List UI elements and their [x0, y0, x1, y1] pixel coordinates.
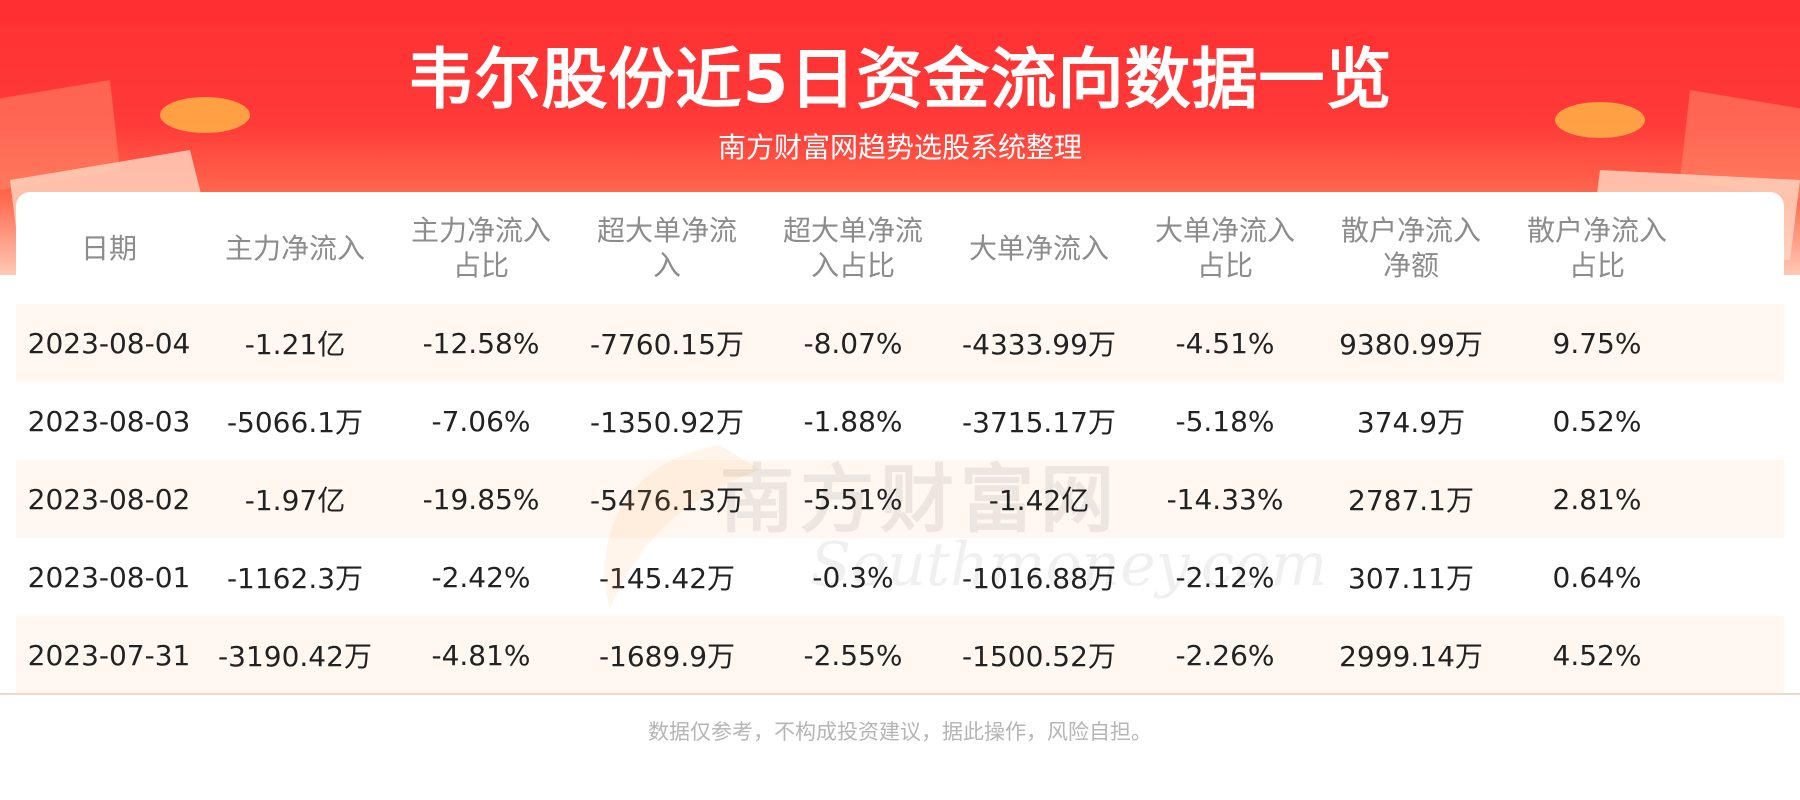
cell-large-order-net-inflow: -1500.52万	[962, 640, 1116, 673]
cell-xl-order-net-inflow-ratio: -0.3%	[812, 560, 894, 594]
cell-xl-order-net-inflow: -7760.15万	[590, 328, 744, 361]
column-header-retail-net-inflow-ratio: 散户净流入 占比	[1526, 214, 1667, 282]
cell-xl-order-net-inflow-ratio: -8.07%	[803, 326, 903, 360]
cell-date: 2023-07-31	[27, 638, 191, 672]
data-table: 日期 主力净流入 主力净流入 占比 超大单净流 入 超大单净流 入占比 大单净流…	[16, 192, 1784, 694]
table-row: 2023-08-02 -1.97亿 -19.85% -5476.13万 -5.5…	[16, 460, 1784, 538]
cell-large-order-net-inflow: -3715.17万	[962, 406, 1116, 439]
cell-retail-net-inflow-ratio: 9.75%	[1552, 326, 1642, 360]
cell-date: 2023-08-02	[27, 482, 191, 516]
cell-retail-net-inflow-amount: 9380.99万	[1339, 328, 1483, 361]
page-subtitle: 南方财富网趋势选股系统整理	[717, 131, 1082, 164]
table-row: 2023-07-31 -3190.42万 -4.81% -1689.9万 -2.…	[16, 616, 1784, 694]
cell-xl-order-net-inflow: -5476.13万	[590, 484, 744, 517]
cell-large-order-net-inflow: -4333.99万	[962, 328, 1116, 361]
cell-main-net-inflow: -1.21亿	[244, 328, 346, 361]
column-header-large-order-net-inflow: 大单净流入	[968, 231, 1109, 265]
column-header-xl-order-net-inflow-ratio: 超大单净流 入占比	[782, 214, 923, 282]
cell-date: 2023-08-01	[27, 560, 191, 594]
cell-large-order-net-inflow: -1.42亿	[988, 484, 1090, 517]
cell-retail-net-inflow-ratio: 0.52%	[1552, 404, 1642, 438]
cell-xl-order-net-inflow: -145.42万	[598, 562, 736, 595]
cell-main-net-inflow-ratio: -7.06%	[431, 404, 531, 438]
column-header-main-net-inflow: 主力净流入	[224, 231, 365, 265]
cell-large-order-net-inflow-ratio: -14.33%	[1166, 482, 1284, 516]
cell-main-net-inflow-ratio: -2.42%	[431, 560, 531, 594]
footer-divider	[0, 693, 1800, 695]
cell-xl-order-net-inflow-ratio: -1.88%	[803, 404, 903, 438]
column-header-xl-order-net-inflow: 超大单净流 入	[596, 214, 737, 282]
cell-large-order-net-inflow-ratio: -4.51%	[1175, 326, 1275, 360]
cell-large-order-net-inflow-ratio: -2.26%	[1175, 638, 1275, 672]
column-header-date: 日期	[80, 231, 137, 265]
cell-main-net-inflow-ratio: -4.81%	[431, 638, 531, 672]
cell-date: 2023-08-03	[27, 404, 191, 438]
cell-retail-net-inflow-ratio: 2.81%	[1552, 482, 1642, 516]
cell-main-net-inflow: -5066.1万	[226, 406, 364, 439]
table-header: 日期 主力净流入 主力净流入 占比 超大单净流 入 超大单净流 入占比 大单净流…	[16, 192, 1784, 304]
cell-main-net-inflow-ratio: -19.85%	[422, 482, 540, 516]
column-header-main-net-inflow-ratio: 主力净流入 占比	[410, 214, 551, 282]
table-row: 2023-08-01 -1162.3万 -2.42% -145.42万 -0.3…	[16, 538, 1784, 616]
cell-retail-net-inflow-amount: 307.11万	[1348, 562, 1474, 595]
cell-xl-order-net-inflow-ratio: -2.55%	[803, 638, 903, 672]
column-header-retail-net-inflow-amount: 散户净流入 净额	[1340, 214, 1481, 282]
column-header-large-order-net-inflow-ratio: 大单净流入 占比	[1154, 214, 1295, 282]
cell-main-net-inflow: -1.97亿	[244, 484, 346, 517]
cell-xl-order-net-inflow: -1689.9万	[598, 640, 736, 673]
cell-main-net-inflow: -1162.3万	[226, 562, 364, 595]
page-title: 韦尔股份近5日资金流向数据一览	[407, 41, 1393, 118]
table-row: 2023-08-03 -5066.1万 -7.06% -1350.92万 -1.…	[16, 382, 1784, 460]
cell-xl-order-net-inflow-ratio: -5.51%	[803, 482, 903, 516]
cell-main-net-inflow: -3190.42万	[218, 640, 372, 673]
cell-retail-net-inflow-amount: 2787.1万	[1348, 484, 1474, 517]
disclaimer-text: 数据仅参考，不构成投资建议，据此操作，风险自担。	[648, 720, 1152, 744]
cell-large-order-net-inflow-ratio: -2.12%	[1175, 560, 1275, 594]
cell-retail-net-inflow-ratio: 0.64%	[1552, 560, 1642, 594]
cell-large-order-net-inflow-ratio: -5.18%	[1175, 404, 1275, 438]
cell-xl-order-net-inflow: -1350.92万	[590, 406, 744, 439]
table-row: 2023-08-04 -1.21亿 -12.58% -7760.15万 -8.0…	[16, 304, 1784, 382]
cell-retail-net-inflow-ratio: 4.52%	[1552, 638, 1642, 672]
cell-large-order-net-inflow: -1016.88万	[962, 562, 1116, 595]
cell-retail-net-inflow-amount: 2999.14万	[1339, 640, 1483, 673]
cell-date: 2023-08-04	[27, 326, 191, 360]
cell-main-net-inflow-ratio: -12.58%	[422, 326, 540, 360]
cell-retail-net-inflow-amount: 374.9万	[1356, 406, 1466, 439]
